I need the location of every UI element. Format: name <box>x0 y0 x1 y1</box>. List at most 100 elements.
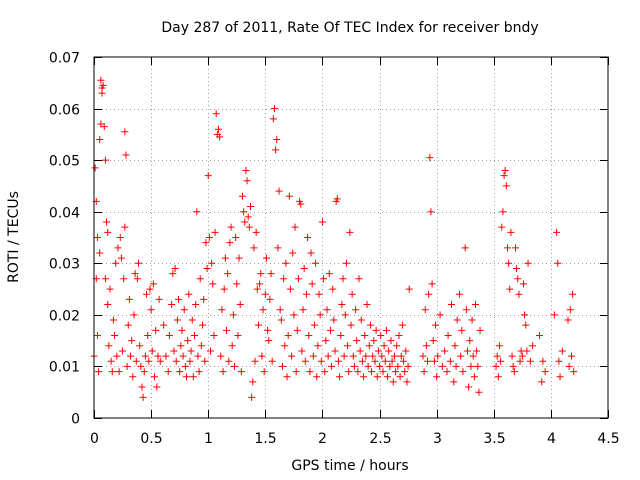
data-point <box>358 357 366 365</box>
data-point <box>205 234 213 241</box>
data-point <box>284 331 292 339</box>
data-point <box>389 378 397 386</box>
data-point <box>177 342 185 350</box>
data-point <box>336 373 344 381</box>
data-point <box>130 311 138 319</box>
data-point <box>207 347 215 355</box>
data-point <box>421 306 429 314</box>
data-point <box>397 352 405 360</box>
data-point <box>385 347 393 355</box>
data-point <box>129 373 137 381</box>
data-point <box>443 368 451 376</box>
data-point <box>154 352 162 360</box>
data-point <box>160 321 168 329</box>
data-point <box>494 373 502 381</box>
data-point <box>95 368 103 376</box>
data-point <box>286 285 294 293</box>
data-point <box>219 368 227 376</box>
plot-frame <box>93 56 609 419</box>
data-point <box>470 373 478 381</box>
data-point <box>360 373 368 381</box>
data-point <box>105 342 113 350</box>
data-point <box>141 352 149 360</box>
data-point <box>448 301 456 309</box>
data-point <box>322 337 330 345</box>
data-point <box>100 123 108 131</box>
data-point <box>419 352 427 360</box>
data-point <box>317 357 325 365</box>
data-point <box>103 218 111 226</box>
data-point <box>238 192 246 200</box>
data-point <box>185 290 193 298</box>
data-point <box>297 200 305 208</box>
data-point <box>289 249 297 257</box>
data-point <box>570 368 578 376</box>
data-points <box>90 76 578 401</box>
data-point <box>514 275 522 283</box>
data-point <box>353 337 361 345</box>
data-point <box>203 264 211 272</box>
data-point <box>433 373 441 381</box>
data-point <box>175 295 183 303</box>
data-point <box>318 218 326 226</box>
data-point <box>427 208 435 216</box>
data-point <box>324 352 332 360</box>
data-point <box>248 393 256 401</box>
data-point <box>500 172 508 180</box>
data-point <box>194 352 202 360</box>
data-point <box>469 352 477 360</box>
data-point <box>368 368 376 376</box>
data-point <box>386 362 394 370</box>
data-point <box>151 373 159 381</box>
data-point <box>467 362 475 370</box>
data-point <box>290 311 298 319</box>
data-point <box>195 368 203 376</box>
data-point <box>464 347 472 355</box>
data-point <box>196 275 204 283</box>
y-tick-label: 0.02 <box>49 309 80 325</box>
data-point <box>260 368 268 376</box>
x-tick-label: 4.5 <box>597 431 619 447</box>
data-point <box>518 352 526 360</box>
data-point <box>473 347 481 355</box>
data-point <box>310 321 318 329</box>
data-point <box>400 357 408 365</box>
data-point <box>156 357 164 365</box>
data-point <box>138 383 146 391</box>
data-point <box>188 316 196 324</box>
data-point <box>381 357 389 365</box>
data-point <box>169 270 177 278</box>
data-point <box>143 290 151 298</box>
data-point <box>345 368 353 376</box>
data-point <box>220 285 228 293</box>
y-tick-label: 0.05 <box>49 154 80 170</box>
data-point <box>379 368 387 376</box>
data-point <box>510 368 518 376</box>
data-point <box>243 177 251 185</box>
data-point <box>93 234 101 241</box>
data-point <box>387 337 395 345</box>
data-point <box>355 275 363 283</box>
data-point <box>283 373 291 381</box>
data-point <box>184 337 192 345</box>
data-point <box>101 275 109 283</box>
data-point <box>362 352 370 360</box>
data-point <box>152 326 160 334</box>
data-point <box>288 352 296 360</box>
data-point <box>265 337 273 345</box>
data-point <box>178 326 186 334</box>
data-point <box>371 357 379 365</box>
data-point <box>135 259 143 267</box>
data-point <box>370 337 378 345</box>
data-point <box>390 352 398 360</box>
data-point <box>556 373 564 381</box>
y-tick-label: 0.07 <box>49 51 80 67</box>
data-point <box>111 331 119 339</box>
data-point <box>357 316 365 324</box>
data-point <box>393 342 401 350</box>
data-point <box>501 166 509 174</box>
data-point <box>250 244 258 252</box>
data-point <box>304 234 312 241</box>
data-point <box>535 331 543 339</box>
data-point <box>258 352 266 360</box>
